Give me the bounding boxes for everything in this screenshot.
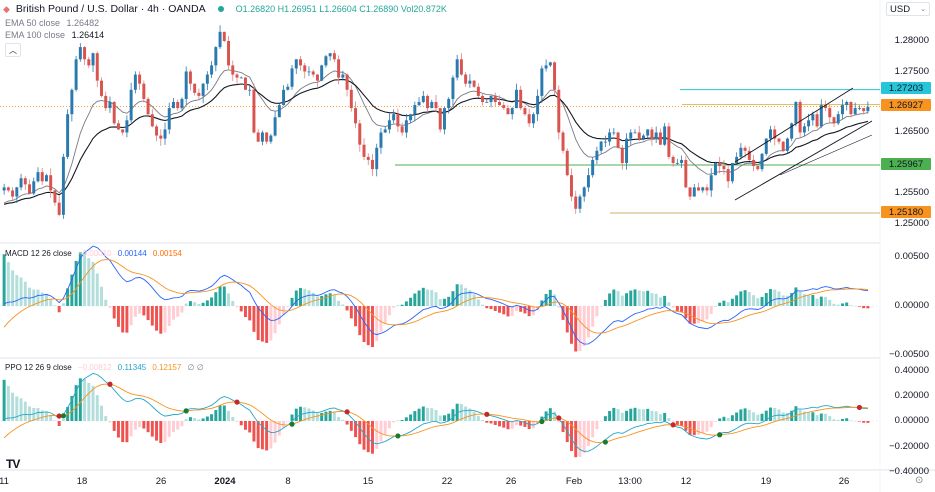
time-label: 26 [505, 476, 517, 487]
low-value: L1.26604 [319, 4, 357, 14]
macd-pane [0, 245, 880, 352]
price-tick-label: 1.25000 [894, 218, 929, 229]
price-tag-label: 1.25967 [881, 158, 931, 170]
ema50-label: EMA 50 close [5, 18, 61, 28]
open-value: O1.26820 [235, 4, 276, 14]
ema50-legend[interactable]: EMA 50 close 1.26482 [5, 18, 99, 28]
macd-tick-label: 0.00000 [894, 300, 929, 311]
ema100-label: EMA 100 close [5, 30, 66, 40]
ppo-extra: ∅ ∅ [187, 363, 204, 372]
macd-signal-value: 0.00154 [152, 249, 182, 258]
time-label: 2024 [214, 476, 236, 487]
ppo-tick-label: 0.40000 [894, 365, 929, 376]
macd-legend[interactable]: MACD 12 26 close −0.00010 0.00144 0.0015… [5, 249, 182, 258]
parallel-channel[interactable] [734, 87, 873, 201]
time-label: 13:00 [618, 476, 642, 487]
ppo-label: PPO 12 26 9 close [5, 363, 72, 372]
time-label: 11 [0, 476, 9, 487]
price-tag-label: 1.27203 [881, 82, 931, 94]
time-label: 18 [76, 476, 88, 487]
collapse-legend-button[interactable]: ︿ [5, 43, 21, 57]
chevron-down-icon: ⌄ [920, 6, 926, 13]
time-label: 26 [155, 476, 167, 487]
ppo-pane [0, 372, 880, 458]
time-label: 8 [285, 476, 291, 487]
price-tick-label: 1.28000 [894, 35, 929, 46]
time-label: Feb [565, 476, 583, 487]
settings-icon[interactable]: ⊙ [915, 475, 924, 486]
time-label: 15 [362, 476, 374, 487]
ppo-tick-label: 0.20000 [894, 390, 929, 401]
market-status-icon [217, 6, 224, 12]
ppo-tick-label: −0.40000 [889, 466, 929, 477]
time-label: 19 [760, 476, 772, 487]
ppo-value: 0.11345 [117, 363, 147, 372]
price-tick-label: 1.26500 [894, 126, 929, 137]
macd-value: 0.00144 [117, 249, 147, 258]
ema100-value: 1.26414 [71, 30, 105, 40]
symbol-icon: ◆ [3, 3, 10, 14]
time-label: 26 [838, 476, 850, 487]
chevron-up-icon: ︿ [9, 45, 17, 55]
ppo-tick-label: −0.20000 [889, 441, 929, 452]
time-label: 12 [680, 476, 692, 487]
macd-hist-value: −0.00010 [77, 249, 112, 258]
symbol-legend: ◆ British Pound / U.S. Dollar · 4h · OAN… [3, 3, 447, 15]
volume-value: Vol20.872K [400, 4, 447, 14]
symbol-title[interactable]: British Pound / U.S. Dollar · 4h · OANDA [15, 3, 206, 15]
price-tick-label: 1.27500 [894, 66, 929, 77]
ppo-tick-label: 0.00000 [894, 415, 929, 426]
ppo-signal-value: 0.12157 [152, 363, 182, 372]
price-tick-label: 1.25500 [894, 187, 929, 198]
time-label: 22 [441, 476, 453, 487]
ppo-legend[interactable]: PPO 12 26 9 close −0.00812 0.11345 0.121… [5, 363, 204, 372]
ema50-value: 1.26482 [66, 18, 100, 28]
close-value: C1.26890 [359, 4, 399, 14]
ohlc-values: O1.26820 H1.26951 L1.26604 C1.26890 Vol2… [236, 4, 447, 14]
price-tag-label: 1.26927 [881, 99, 931, 111]
ppo-hist-value: −0.00812 [77, 363, 112, 372]
high-value: H1.26951 [277, 4, 317, 14]
ema100-legend[interactable]: EMA 100 close 1.26414 [5, 30, 104, 40]
currency-label: USD [890, 3, 911, 15]
candlesticks [2, 25, 870, 219]
macd-tick-label: −0.00500 [889, 349, 929, 360]
macd-tick-label: 0.00500 [894, 251, 929, 262]
macd-label: MACD 12 26 close [5, 249, 72, 258]
tradingview-logo[interactable]: TV [6, 457, 20, 471]
price-tag-label: 1.25180 [881, 206, 931, 218]
currency-selector[interactable]: USD ⌄ [886, 2, 930, 16]
